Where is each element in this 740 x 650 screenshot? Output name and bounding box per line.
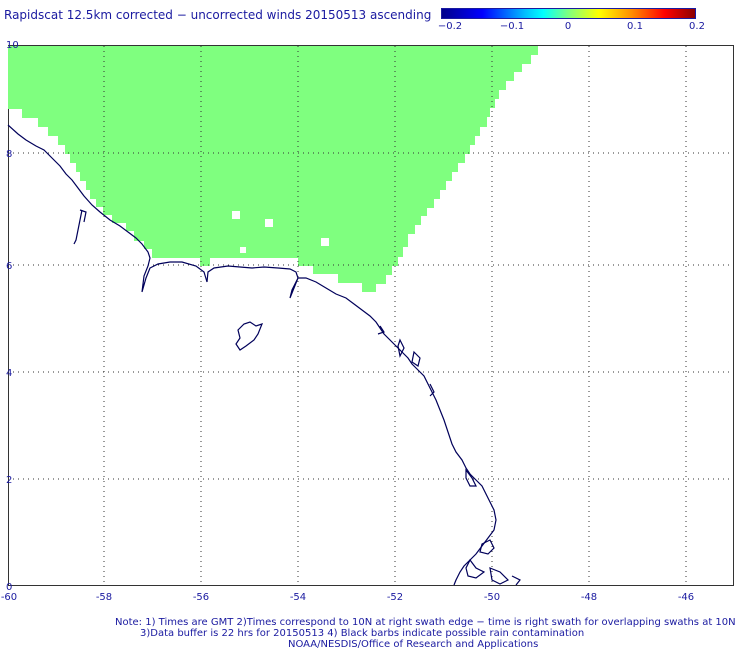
lon-tick: -56 xyxy=(193,592,209,603)
swath-gap xyxy=(240,247,246,253)
lon-tick: -58 xyxy=(96,592,112,603)
colorbar-label-pos: 0.1 xyxy=(627,21,643,32)
lon-tick: -54 xyxy=(290,592,306,603)
island xyxy=(235,321,264,351)
longitude-labels: -60 -58 -56 -54 -52 -50 -48 -46 xyxy=(1,592,694,603)
lon-tick: -50 xyxy=(484,592,500,603)
swath-gap xyxy=(321,238,329,246)
map-frame xyxy=(8,45,734,586)
colorbar-label-min: −0.2 xyxy=(437,21,463,32)
lat-tick: 6 xyxy=(6,261,12,272)
swath-gap xyxy=(232,211,240,219)
coastline xyxy=(7,124,521,586)
lat-tick: 0 xyxy=(6,582,12,593)
latitude-labels: 0 2 4 6 8 10 xyxy=(6,40,19,593)
wind-swath xyxy=(8,46,538,292)
colorbar-label-max: 0.2 xyxy=(689,21,705,32)
colorbar-label-neg: −0.1 xyxy=(499,21,525,32)
swath-gap xyxy=(265,219,273,227)
map-title: Rapidscat 12.5km corrected − uncorrected… xyxy=(4,8,432,22)
lon-tick: -52 xyxy=(387,592,403,603)
note-line-2: 3)Data buffer is 22 hrs for 20150513 4) … xyxy=(140,628,585,639)
graticule xyxy=(8,46,733,585)
color-scale-bar xyxy=(441,8,696,19)
lon-tick: -48 xyxy=(581,592,597,603)
lat-tick: 2 xyxy=(6,475,12,486)
lon-tick: -46 xyxy=(678,592,694,603)
colorbar-label-zero: 0 xyxy=(564,21,572,32)
lat-tick: 10 xyxy=(6,40,19,51)
note-line-3: NOAA/NESDIS/Office of Research and Appli… xyxy=(288,639,539,650)
lat-tick: 8 xyxy=(6,149,12,160)
lon-tick: -60 xyxy=(1,592,17,603)
lat-tick: 4 xyxy=(6,368,12,379)
note-line-1: Note: 1) Times are GMT 2)Times correspon… xyxy=(115,617,736,628)
